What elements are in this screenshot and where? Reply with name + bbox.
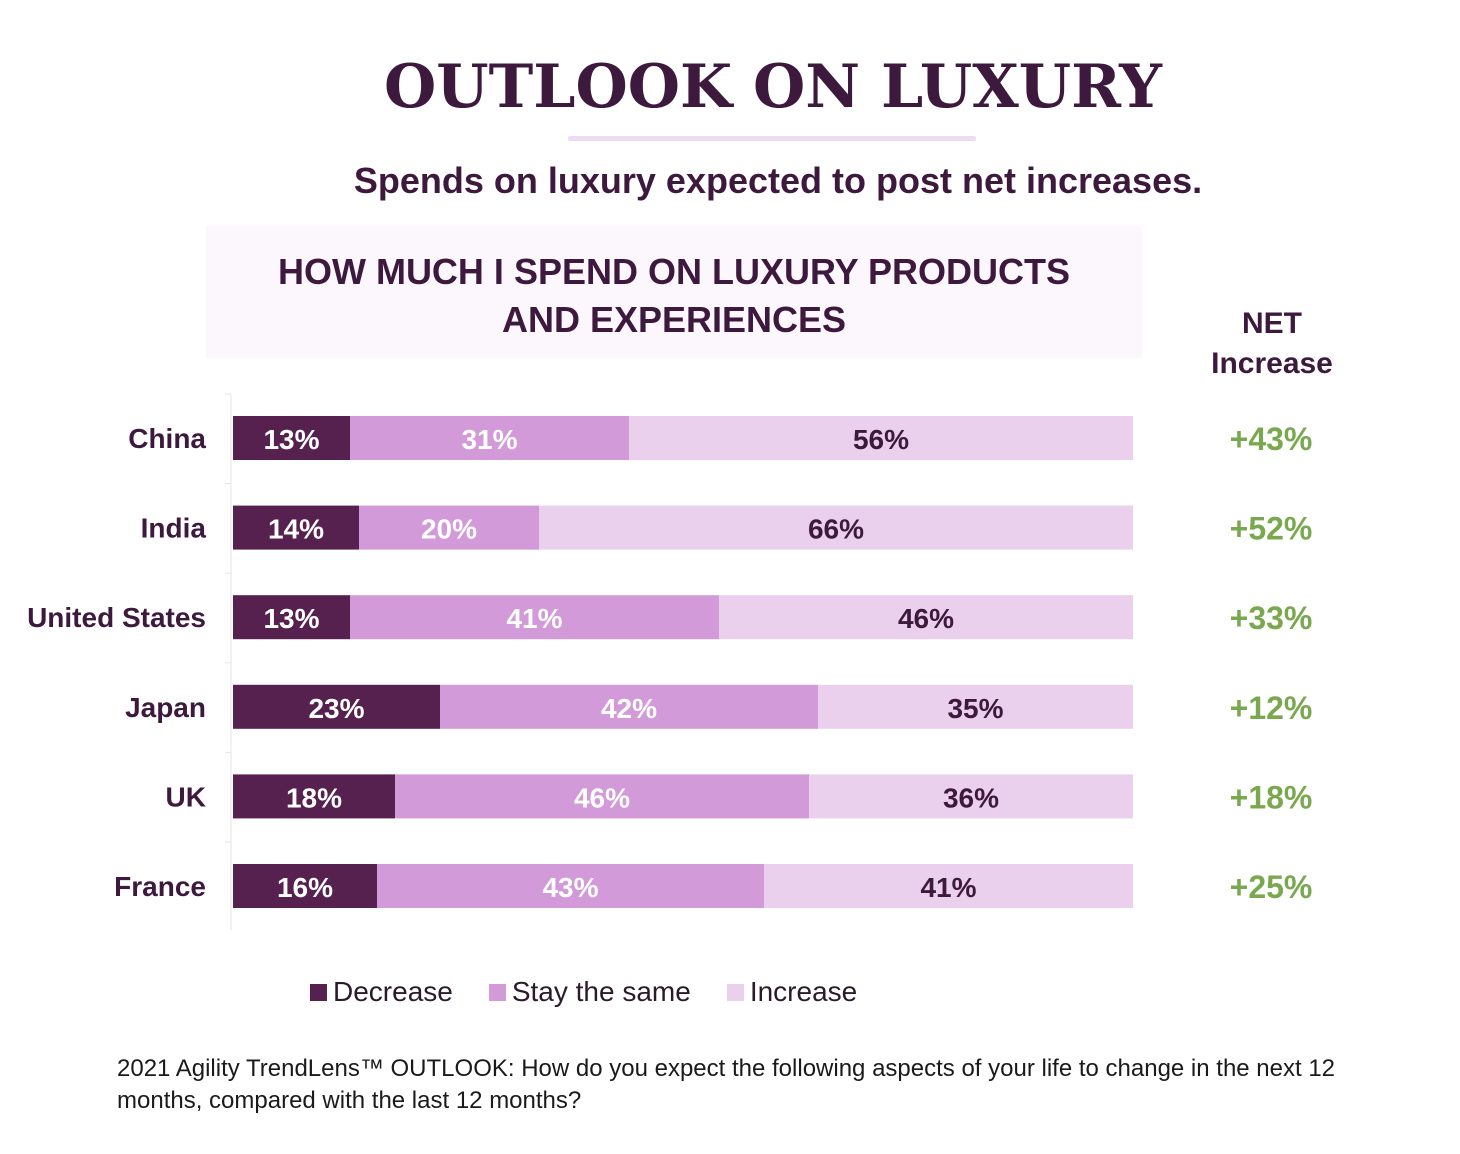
chart-title-box: HOW MUCH I SPEND ON LUXURY PRODUCTS AND … xyxy=(206,226,1142,358)
data-label-united-states-decrease: 13% xyxy=(263,603,319,634)
net-increase-uk: +18% xyxy=(1230,779,1313,815)
legend-swatch-decrease xyxy=(310,983,327,1001)
net-header-line-1: NET xyxy=(1242,307,1302,340)
data-label-uk-stay-the-same: 46% xyxy=(574,782,630,813)
data-label-china-decrease: 13% xyxy=(263,424,319,455)
page-subtitle: Spends on luxury expected to post net in… xyxy=(353,160,1203,201)
data-label-united-states-increase: 46% xyxy=(898,603,954,634)
legend-swatch-increase xyxy=(726,983,744,1001)
net-increase-france: +25% xyxy=(1230,869,1313,905)
chart-title-line-2: AND EXPERIENCES xyxy=(501,299,847,340)
bar-japan-decrease xyxy=(233,684,440,729)
bar-united-states-stay-the-same xyxy=(350,595,719,640)
category-label-japan: Japan xyxy=(125,692,206,723)
legend-item-stay-the-same: Stay the same xyxy=(488,976,691,1008)
bar-france-stay-the-same xyxy=(377,864,764,908)
bar-japan-stay-the-same xyxy=(440,684,818,729)
bar-united-states-increase xyxy=(719,595,1133,640)
net-increase-india: +52% xyxy=(1230,511,1313,547)
net-increase-united-states: +33% xyxy=(1230,600,1313,636)
bar-united-states-decrease xyxy=(233,595,350,640)
bar-india-stay-the-same xyxy=(359,505,539,550)
net-header-line-2: Increase xyxy=(1211,347,1333,380)
category-label-france: France xyxy=(114,871,206,902)
bar-france-decrease xyxy=(233,864,377,908)
data-label-france-increase: 41% xyxy=(920,872,976,903)
data-label-india-increase: 66% xyxy=(808,514,864,545)
bar-china-increase xyxy=(629,416,1133,460)
footnote: 2021 Agility TrendLens™ OUTLOOK: How do … xyxy=(117,1053,1357,1117)
data-label-japan-stay-the-same: 42% xyxy=(601,693,657,724)
data-label-united-states-stay-the-same: 41% xyxy=(506,603,562,634)
net-increase-japan: +12% xyxy=(1230,690,1313,726)
chart-title: HOW MUCH I SPEND ON LUXURY PRODUCTS AND … xyxy=(206,248,1142,344)
data-label-china-stay-the-same: 31% xyxy=(461,424,517,455)
bar-uk-increase xyxy=(809,774,1133,819)
net-increase-china: +43% xyxy=(1230,421,1313,457)
data-label-japan-increase: 35% xyxy=(947,693,1003,724)
footnote-brand: 2021 Agility TrendLens™ xyxy=(117,1055,384,1082)
category-label-uk: UK xyxy=(166,781,206,812)
legend-item-increase: Increase xyxy=(726,976,858,1008)
legend-label-stay-the-same: Stay the same xyxy=(511,976,691,1007)
category-label-united-states: United States xyxy=(27,602,206,633)
bar-india-increase xyxy=(539,505,1133,550)
data-label-uk-decrease: 18% xyxy=(286,782,342,813)
legend-label-increase: Increase xyxy=(749,976,858,1007)
data-label-france-decrease: 16% xyxy=(277,872,333,903)
legend-label-decrease: Decrease xyxy=(333,976,453,1007)
data-label-japan-decrease: 23% xyxy=(308,693,364,724)
data-label-india-decrease: 14% xyxy=(268,514,324,545)
category-label-china: China xyxy=(128,423,206,454)
data-label-china-increase: 56% xyxy=(853,424,909,455)
legend-swatch-stay-the-same xyxy=(488,983,506,1001)
legend-item-decrease: Decrease xyxy=(310,976,453,1008)
page-title: OUTLOOK ON LUXURY xyxy=(384,52,1162,122)
bar-france-increase xyxy=(764,864,1133,908)
bar-uk-decrease xyxy=(233,774,395,819)
footnote-text: OUTLOOK: How do you expect the following… xyxy=(117,1055,1336,1114)
bar-china-decrease xyxy=(233,416,350,460)
bar-japan-increase xyxy=(818,684,1133,729)
data-label-france-stay-the-same: 43% xyxy=(542,872,598,903)
net-increase-header: NET Increase xyxy=(1192,304,1352,384)
chart-title-line-1: HOW MUCH I SPEND ON LUXURY PRODUCTS xyxy=(277,251,1071,292)
chart-legend: Decrease Stay the same Increase xyxy=(310,976,893,1008)
category-label-india: India xyxy=(141,513,207,544)
bar-india-decrease xyxy=(233,505,359,550)
data-label-uk-increase: 36% xyxy=(943,782,999,813)
bar-uk-stay-the-same xyxy=(395,774,809,819)
title-underline xyxy=(568,136,976,141)
data-label-india-stay-the-same: 20% xyxy=(421,514,477,545)
bar-china-stay-the-same xyxy=(350,416,629,460)
